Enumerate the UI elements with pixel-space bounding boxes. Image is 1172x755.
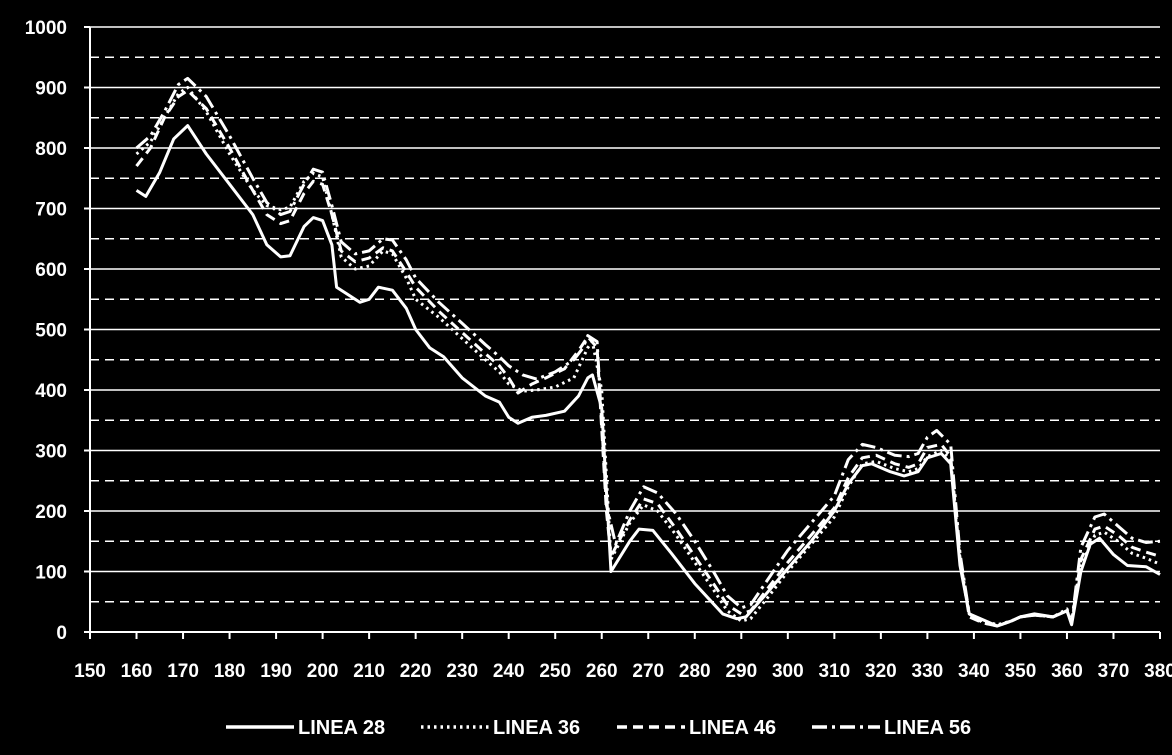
legend-label: LINEA 36 [493,717,580,739]
x-tick-label: 370 [1098,661,1130,682]
x-tick-label: 280 [679,661,711,682]
legend-label: LINEA 28 [298,717,385,739]
x-tick-label: 160 [121,661,153,682]
y-tick-label: 300 [35,442,67,463]
y-tick-label: 400 [35,381,67,402]
y-tick-label: 700 [35,200,67,221]
x-tick-label: 210 [353,661,385,682]
x-tick-label: 250 [539,661,571,682]
x-tick-label: 380 [1144,661,1172,682]
y-tick-label: 800 [35,139,67,160]
y-tick-label: 500 [35,321,67,342]
x-tick-label: 350 [1005,661,1037,682]
y-tick-label: 100 [35,563,67,584]
series-lines [135,76,1161,628]
x-tick-label: 310 [818,661,850,682]
legend-label: LINEA 56 [884,717,971,739]
legend-label: LINEA 46 [689,717,776,739]
x-tick-label: 260 [586,661,618,682]
x-tick-label: 230 [446,661,478,682]
y-tick-label: 0 [56,623,67,644]
x-tick-label: 200 [307,661,339,682]
y-tick-label: 200 [35,502,67,523]
x-tick-label: 290 [725,661,757,682]
axes [84,26,1161,639]
y-axis-tick-labels: 0 100 200 300 400 500 600 700 800 900 1000 [25,18,67,644]
series-line-linea-56 [135,76,1161,628]
x-tick-label: 340 [958,661,990,682]
x-tick-label: 180 [214,661,246,682]
x-tick-label: 300 [772,661,804,682]
x-tick-label: 170 [167,661,199,682]
y-tick-label: 600 [35,260,67,281]
x-tick-label: 150 [74,661,106,682]
y-tick-label: 900 [35,79,67,100]
x-tick-label: 240 [493,661,525,682]
x-tick-label: 190 [260,661,292,682]
x-axis-tick-labels: 150 160 170 180 190 200 210 220 230 240 250 260 270 2… [74,661,1172,682]
gridlines [90,26,1160,603]
x-tick-label: 330 [912,661,944,682]
legend: LINEA 28 LINEA 36 LINEA 46 LINEA 56 [226,717,971,739]
x-tick-label: 360 [1051,661,1083,682]
x-tick-label: 320 [865,661,897,682]
x-tick-label: 270 [632,661,664,682]
x-tick-label: 220 [400,661,432,682]
y-tick-label: 1000 [25,18,67,39]
